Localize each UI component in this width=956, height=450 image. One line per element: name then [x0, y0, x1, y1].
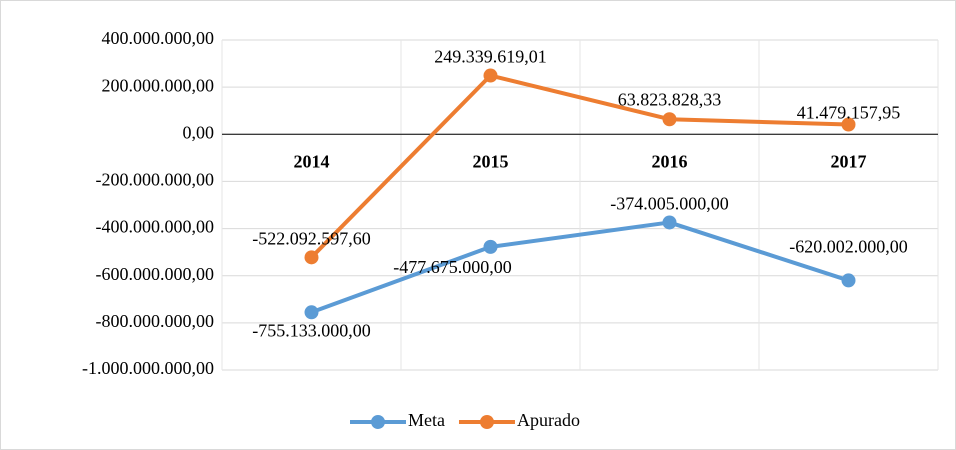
data-label: 63.823.828,33 — [618, 89, 722, 109]
data-point — [662, 112, 677, 127]
data-label: -477.675.000,00 — [393, 257, 512, 277]
data-point — [483, 239, 498, 254]
data-point — [304, 250, 319, 265]
series-line — [310, 73, 849, 259]
data-point — [841, 273, 856, 288]
data-label: -374.005.000,00 — [610, 194, 729, 214]
data-label: -620.002.000,00 — [789, 237, 908, 257]
legend-marker — [371, 415, 385, 429]
data-point — [304, 305, 319, 320]
y-tick-label: -800.000.000,00 — [96, 311, 215, 331]
y-tick-label: 0,00 — [183, 122, 215, 142]
data-point — [662, 215, 677, 230]
y-tick-label: -600.000.000,00 — [96, 264, 215, 284]
data-label: 249.339.619,01 — [434, 47, 547, 67]
x-tick-label: 2016 — [652, 151, 688, 171]
y-tick-label: -400.000.000,00 — [96, 217, 215, 237]
series-line — [310, 220, 850, 315]
legend-label: Apurado — [517, 410, 580, 430]
y-tick-label: -200.000.000,00 — [96, 170, 215, 190]
y-tick-label: -1.000.000.000,00 — [82, 358, 214, 378]
data-label: 41.479.157,95 — [797, 103, 901, 123]
data-point — [483, 68, 498, 83]
data-label: -755.133.000,00 — [252, 320, 371, 340]
x-tick-label: 2014 — [294, 151, 330, 171]
y-tick-label: 400.000.000,00 — [102, 28, 215, 48]
data-point — [841, 117, 856, 132]
x-tick-label: 2015 — [473, 151, 509, 171]
legend-marker — [479, 415, 494, 429]
data-label: -522.092.597,60 — [252, 228, 371, 248]
legend-label: Meta — [408, 410, 445, 430]
y-tick-label: 200.000.000,00 — [102, 75, 215, 95]
x-tick-label: 2017 — [831, 151, 867, 171]
